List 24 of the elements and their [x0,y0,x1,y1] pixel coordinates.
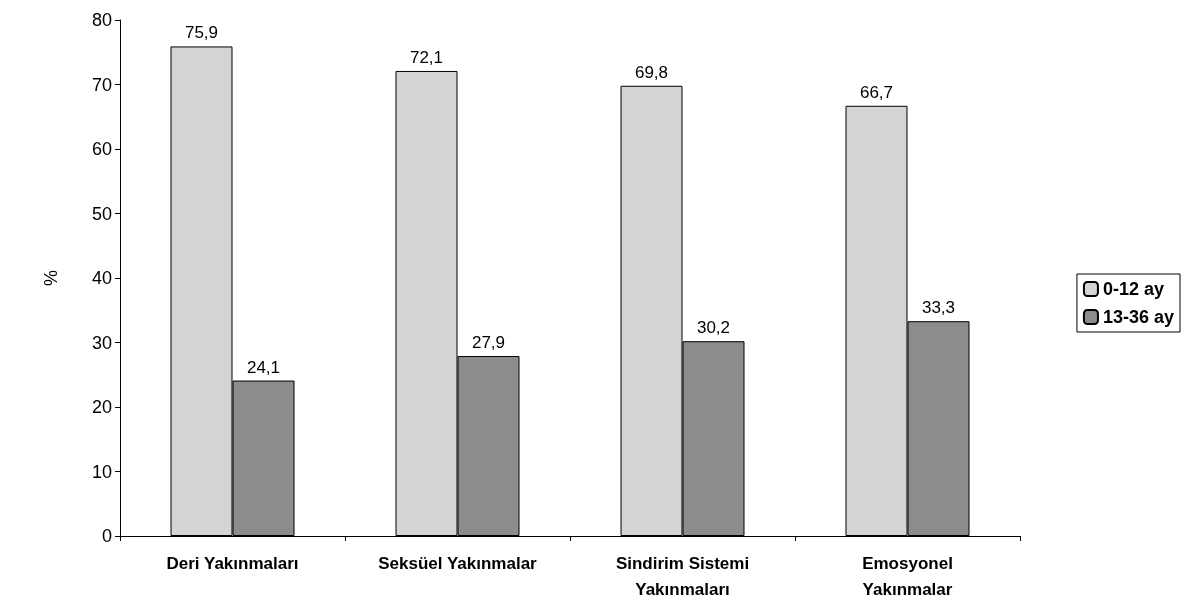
data-label: 72,1 [409,47,444,67]
y-tick-label: 30 [91,332,112,353]
y-tick-label: 50 [91,203,112,224]
x-tick-label: Sindirim Sistemi Yakınmaları [615,553,750,599]
x-tick-label: Emosyonel Yakınmalar [862,553,953,599]
y-tick-label: 80 [91,10,112,30]
x-tick-label: Seksüel Yakınmalar [378,553,538,573]
x-tick-label: Deri Yakınmaları [166,553,299,573]
data-label: 30,2 [696,318,731,338]
y-tick-label: 60 [91,139,112,159]
y-axis-title: % [41,269,61,287]
y-tick-label: 20 [91,397,112,417]
legend-label: 0-12 ay [1102,279,1164,299]
y-tick-label: 0 [101,526,112,546]
data-label: 27,9 [471,333,506,353]
legend-label: 13-36 ay [1102,307,1174,327]
y-tick-label: 10 [91,461,112,482]
data-label: 66,7 [859,82,894,102]
y-tick-label: 70 [91,74,112,95]
data-label: 24,1 [246,357,281,377]
y-tick-label: 40 [91,268,112,288]
data-label: 69,8 [634,62,669,82]
data-label: 75,9 [184,23,219,43]
data-label: 33,3 [921,298,956,318]
